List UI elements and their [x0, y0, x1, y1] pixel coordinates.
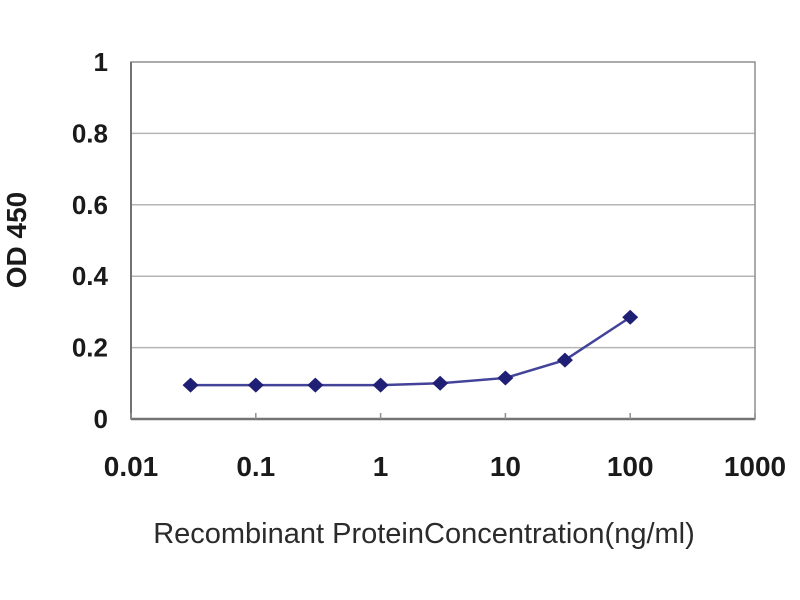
data-point-1 [372, 377, 389, 393]
y-tick-label-1: 1 [94, 47, 108, 77]
x-tick-labels: 0.01 0.1 1 10 100 1000 [104, 451, 786, 482]
data-point-0.03 [182, 377, 199, 393]
y-tick-labels: 0 0.2 0.4 0.6 0.8 1 [72, 47, 109, 434]
data-point-100 [622, 309, 639, 325]
data-point-10 [497, 370, 514, 386]
x-tick-label-1000: 1000 [724, 451, 786, 482]
data-point-0.1 [247, 377, 264, 393]
series-line-0 [190, 316, 631, 387]
y-tick-label-0.2: 0.2 [72, 333, 108, 363]
x-axis-title: Recombinant ProteinConcentration(ng/ml) [153, 518, 695, 550]
y-axis-title: OD 450 [1, 192, 32, 289]
y-tick-label-0.6: 0.6 [72, 190, 108, 220]
plot-border [130, 61, 756, 420]
data-series [182, 309, 639, 393]
x-tick-label-0.01: 0.01 [104, 451, 159, 482]
y-tick-label-0: 0 [94, 404, 108, 434]
x-tick-label-0.1: 0.1 [236, 451, 275, 482]
axes [130, 61, 756, 421]
data-point-0.3 [307, 377, 324, 393]
x-tick-label-1: 1 [373, 451, 389, 482]
x-tick-label-10: 10 [490, 451, 521, 482]
data-point-3 [432, 375, 449, 391]
gridlines [131, 132, 755, 349]
y-tick-label-0.8: 0.8 [72, 118, 108, 148]
data-point-30 [556, 352, 573, 368]
x-tick-label-100: 100 [607, 451, 654, 482]
y-tick-label-0.4: 0.4 [72, 261, 109, 291]
